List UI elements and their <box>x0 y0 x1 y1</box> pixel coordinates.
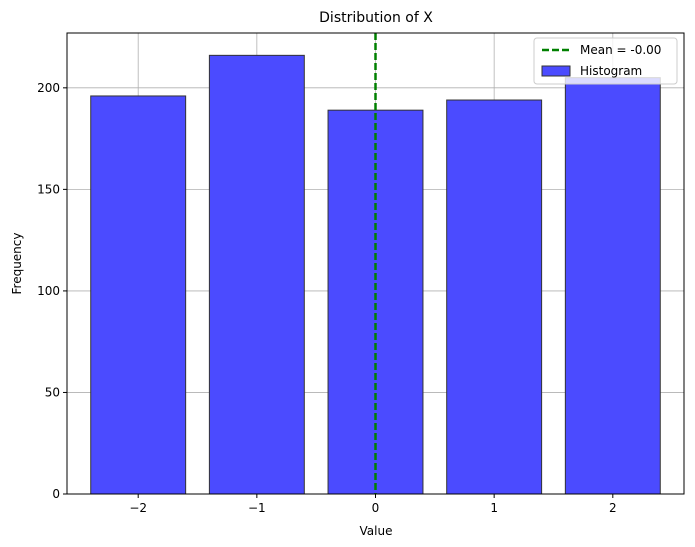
x-tick-label: −2 <box>129 501 147 515</box>
y-tick-label: 200 <box>37 81 60 95</box>
legend-histogram-label: Histogram <box>580 64 642 78</box>
x-axis-ticks: −2 −1 0 1 2 <box>129 494 617 515</box>
histogram-bar <box>564 77 661 495</box>
y-tick-label: 0 <box>52 487 60 501</box>
histogram-bar <box>446 99 543 495</box>
x-tick-label: 0 <box>372 501 380 515</box>
legend-mean-label: Mean = -0.00 <box>580 43 661 57</box>
y-tick-label: 50 <box>45 385 60 399</box>
histogram-bar <box>90 95 187 495</box>
x-tick-label: 2 <box>609 501 617 515</box>
y-axis-ticks: 0 50 100 150 200 <box>37 81 67 501</box>
chart-title: Distribution of X <box>319 10 433 26</box>
histogram-bar <box>208 54 305 495</box>
y-axis-label: Frequency <box>10 233 24 295</box>
x-tick-label: −1 <box>248 501 266 515</box>
x-axis-label: Value <box>360 524 393 538</box>
x-tick-label: 1 <box>490 501 498 515</box>
y-tick-label: 100 <box>37 284 60 298</box>
y-tick-label: 150 <box>37 182 60 196</box>
legend-histogram-swatch <box>541 65 571 77</box>
legend: Mean = -0.00 Histogram <box>533 37 678 85</box>
